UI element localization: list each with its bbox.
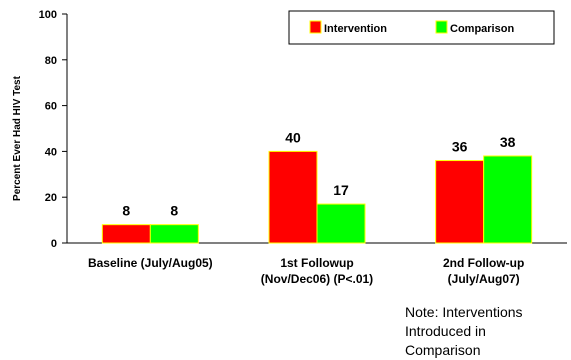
x-tick-label-line: (July/Aug07) [448, 272, 520, 286]
y-tick-label: 60 [45, 101, 57, 113]
y-tick-label: 80 [45, 55, 57, 67]
data-label: 17 [333, 182, 349, 198]
data-label: 40 [285, 129, 301, 145]
note-line: Introduced in [405, 323, 486, 339]
legend-label: Comparison [450, 23, 514, 35]
data-label: 8 [122, 203, 130, 219]
x-tick-label-line: 1st Followup [280, 256, 353, 270]
x-tick-label-line: 2nd Follow-up [443, 256, 524, 270]
chart-legend: Intervention Comparison [288, 10, 555, 45]
x-tick-label: 1st Followup (Nov/Dec06) (P<.01) [261, 256, 373, 286]
x-tick-label: Baseline (July/Aug05) [88, 256, 213, 270]
chart-labels: 8 8 Baseline (July/Aug05) 40 17 1st Followup (… [88, 129, 524, 286]
x-tick-label-line: (Nov/Dec06) (P<.01) [261, 272, 373, 286]
note-line: Note: Interventions [405, 304, 523, 320]
bar-comparison [316, 203, 366, 244]
legend-box [288, 10, 555, 45]
bar-comparison [149, 224, 199, 244]
y-tick-label: 100 [39, 9, 57, 21]
bar-intervention [268, 150, 318, 244]
legend-swatch-intervention [309, 20, 322, 34]
data-label: 8 [170, 203, 178, 219]
data-label: 36 [452, 139, 468, 155]
chart-bars [101, 150, 533, 244]
bar-comparison [483, 155, 533, 244]
legend-label: Intervention [324, 23, 387, 35]
bar-intervention [435, 160, 485, 244]
data-label: 38 [500, 134, 516, 150]
bar-intervention [101, 224, 151, 244]
y-axis-title: Percent Ever Had HIV Test [12, 75, 23, 201]
chart-note: Note: Interventions Introduced in Compar… [405, 303, 565, 360]
legend-swatch-comparison [435, 20, 448, 34]
y-tick-label: 40 [45, 146, 57, 158]
note-line: Comparison [405, 342, 481, 358]
y-tick-label: 0 [51, 238, 57, 250]
x-tick-label: 2nd Follow-up (July/Aug07) [443, 256, 524, 286]
y-tick-label: 20 [45, 192, 57, 204]
x-tick-label-line: Baseline (July/Aug05) [88, 256, 213, 270]
